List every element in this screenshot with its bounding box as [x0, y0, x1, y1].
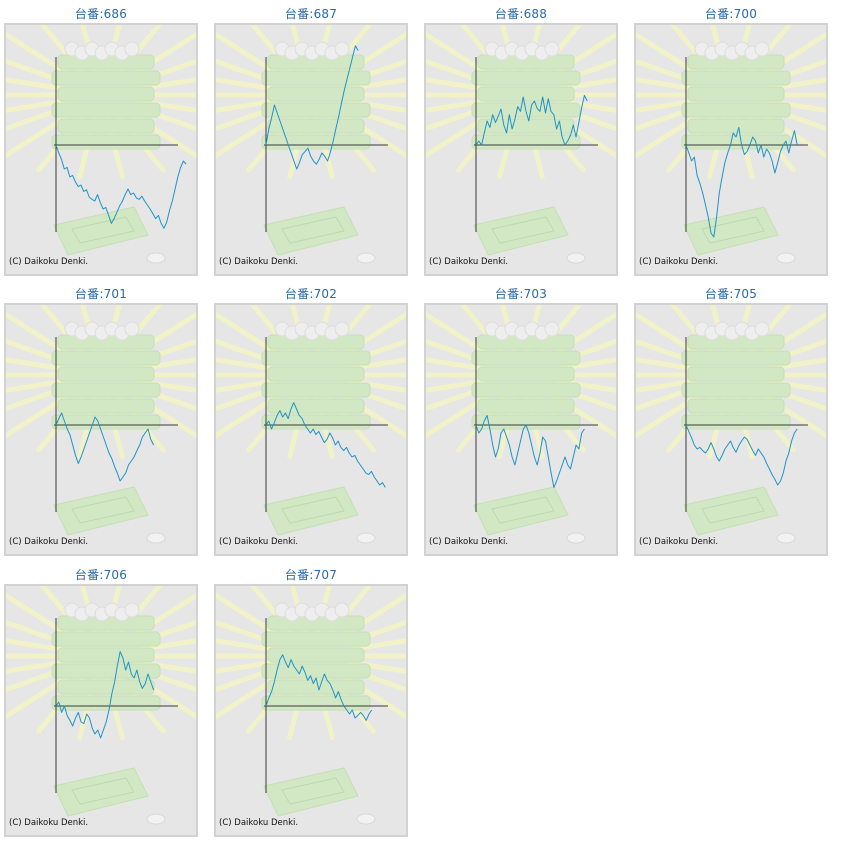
chart-title[interactable]: 台番:686 — [74, 7, 128, 21]
chart-svg — [6, 25, 196, 264]
chart-card: 台番:705 (C) Daikoku Denki. — [634, 280, 828, 556]
background-decoration — [426, 25, 616, 264]
chart-card: 台番:706 (C) Daikoku Denki. — [4, 561, 198, 837]
chart-card: 台番:687 (C) Daikoku Denki. — [214, 0, 408, 276]
copyright-text: (C) Daikoku Denki. — [9, 818, 89, 828]
background-decoration — [636, 305, 826, 544]
chart-svg — [216, 586, 406, 825]
chart-svg — [636, 25, 826, 264]
copyright-text: (C) Daikoku Denki. — [219, 257, 299, 267]
series-line — [265, 654, 373, 721]
chart-frame: (C) Daikoku Denki. — [4, 23, 198, 276]
series-line — [55, 144, 187, 229]
background-decoration — [6, 586, 196, 825]
background-decoration — [6, 25, 196, 264]
chart-svg — [216, 25, 406, 264]
copyright-text: (C) Daikoku Denki. — [639, 537, 719, 547]
chart-title[interactable]: 台番:701 — [74, 287, 128, 301]
background-decoration — [216, 586, 406, 825]
chart-frame: (C) Daikoku Denki. — [424, 303, 618, 556]
chart-card: 台番:702 (C) Daikoku Denki. — [214, 280, 408, 556]
series-line — [475, 94, 588, 146]
chart-card: 台番:700 (C) Daikoku Denki. — [634, 0, 828, 276]
series-line — [55, 412, 155, 482]
chart-frame: (C) Daikoku Denki. — [634, 23, 828, 276]
copyright-text: (C) Daikoku Denki. — [9, 537, 89, 547]
series-line — [685, 126, 798, 238]
chart-svg — [636, 305, 826, 544]
series-line — [475, 414, 585, 488]
chart-frame: (C) Daikoku Denki. — [214, 584, 408, 837]
copyright-text: (C) Daikoku Denki. — [219, 818, 299, 828]
copyright-text: (C) Daikoku Denki. — [639, 257, 719, 267]
chart-frame: (C) Daikoku Denki. — [634, 303, 828, 556]
chart-title[interactable]: 台番:702 — [284, 287, 338, 301]
chart-title[interactable]: 台番:707 — [284, 568, 338, 582]
chart-svg — [216, 305, 406, 544]
series-line — [55, 651, 155, 739]
background-decoration — [216, 305, 406, 544]
chart-card: 台番:707 (C) Daikoku Denki. — [214, 561, 408, 837]
copyright-text: (C) Daikoku Denki. — [9, 257, 89, 267]
chart-frame: (C) Daikoku Denki. — [214, 23, 408, 276]
chart-title[interactable]: 台番:703 — [494, 287, 548, 301]
series-line — [685, 424, 798, 486]
chart-card: 台番:688 (C) Daikoku Denki. — [424, 0, 618, 276]
chart-frame: (C) Daikoku Denki. — [4, 303, 198, 556]
chart-frame: (C) Daikoku Denki. — [214, 303, 408, 556]
chart-title[interactable]: 台番:705 — [704, 287, 758, 301]
copyright-text: (C) Daikoku Denki. — [429, 537, 509, 547]
chart-title[interactable]: 台番:687 — [284, 7, 338, 21]
chart-svg — [426, 305, 616, 544]
chart-frame: (C) Daikoku Denki. — [4, 584, 198, 837]
background-decoration — [6, 305, 196, 544]
copyright-text: (C) Daikoku Denki. — [219, 537, 299, 547]
chart-title[interactable]: 台番:706 — [74, 568, 128, 582]
chart-card: 台番:703 (C) Daikoku Denki. — [424, 280, 618, 556]
copyright-text: (C) Daikoku Denki. — [429, 257, 509, 267]
chart-svg — [6, 305, 196, 544]
chart-title[interactable]: 台番:688 — [494, 7, 548, 21]
chart-card: 台番:701 (C) Daikoku Denki. — [4, 280, 198, 556]
chart-frame: (C) Daikoku Denki. — [424, 23, 618, 276]
chart-svg — [426, 25, 616, 264]
background-decoration — [426, 305, 616, 544]
chart-card: 台番:686 (C) Daikoku Denki. — [4, 0, 198, 276]
background-decoration — [216, 25, 406, 264]
chart-svg — [6, 586, 196, 825]
series-line — [265, 402, 386, 488]
series-line — [265, 45, 359, 170]
chart-title[interactable]: 台番:700 — [704, 7, 758, 21]
